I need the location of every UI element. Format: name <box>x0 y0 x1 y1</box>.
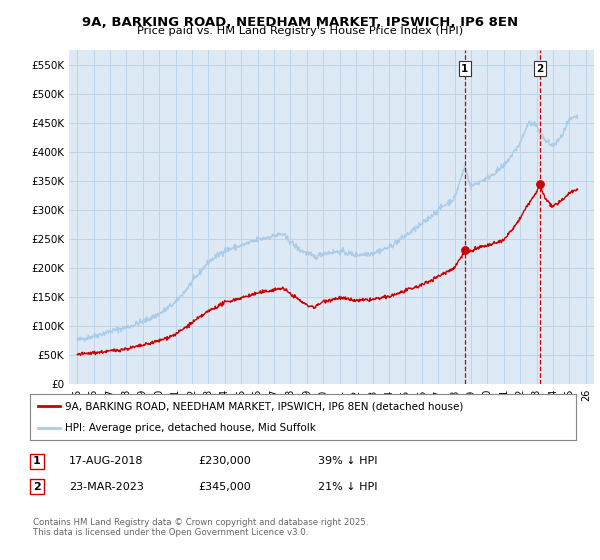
Text: £345,000: £345,000 <box>198 482 251 492</box>
Text: £230,000: £230,000 <box>198 456 251 466</box>
Point <box>460 246 470 255</box>
Point <box>535 179 545 188</box>
Text: 2: 2 <box>536 64 544 74</box>
Text: 1: 1 <box>33 456 41 466</box>
Text: HPI: Average price, detached house, Mid Suffolk: HPI: Average price, detached house, Mid … <box>65 423 316 433</box>
Text: 17-AUG-2018: 17-AUG-2018 <box>69 456 143 466</box>
Text: 1: 1 <box>461 64 469 74</box>
Text: 39% ↓ HPI: 39% ↓ HPI <box>318 456 377 466</box>
Text: 23-MAR-2023: 23-MAR-2023 <box>69 482 144 492</box>
Text: 9A, BARKING ROAD, NEEDHAM MARKET, IPSWICH, IP6 8EN: 9A, BARKING ROAD, NEEDHAM MARKET, IPSWIC… <box>82 16 518 29</box>
Text: Contains HM Land Registry data © Crown copyright and database right 2025.
This d: Contains HM Land Registry data © Crown c… <box>33 518 368 538</box>
Text: 21% ↓ HPI: 21% ↓ HPI <box>318 482 377 492</box>
Text: 9A, BARKING ROAD, NEEDHAM MARKET, IPSWICH, IP6 8EN (detached house): 9A, BARKING ROAD, NEEDHAM MARKET, IPSWIC… <box>65 401 464 411</box>
Text: 2: 2 <box>33 482 41 492</box>
Text: Price paid vs. HM Land Registry's House Price Index (HPI): Price paid vs. HM Land Registry's House … <box>137 26 463 36</box>
